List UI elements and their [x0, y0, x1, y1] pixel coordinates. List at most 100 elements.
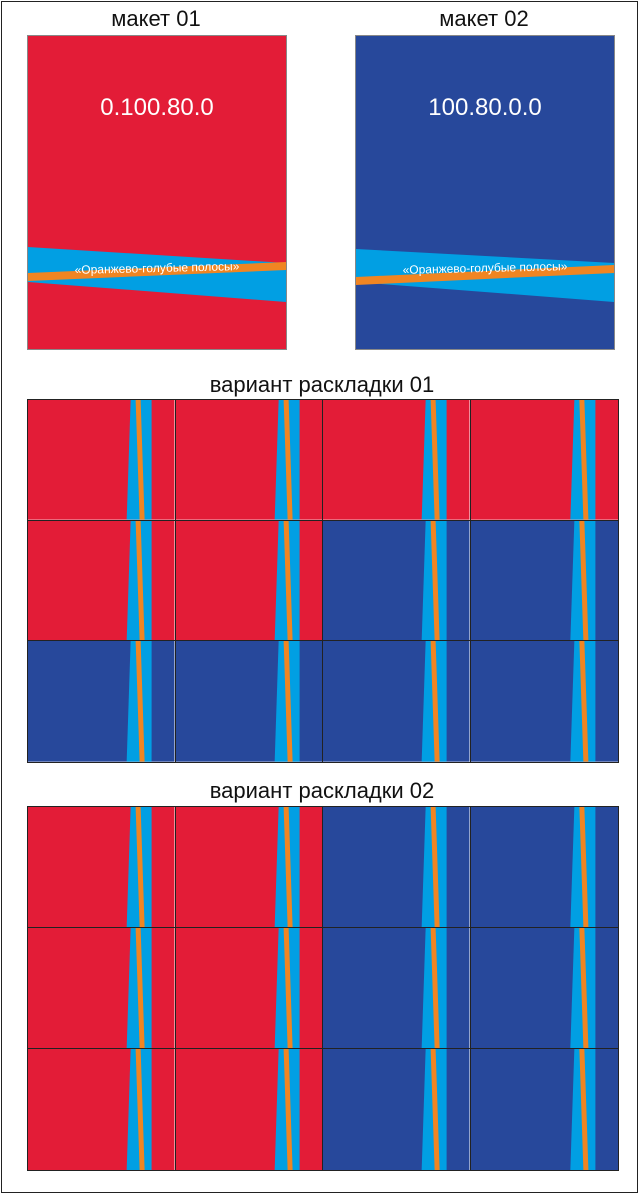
tile-artwork: [175, 1049, 322, 1170]
layout-1-tile-r3-c3: [323, 641, 471, 762]
tile-orange-stripe: [135, 641, 145, 762]
tile-orange-stripe: [283, 400, 293, 520]
tile-artwork: [323, 1049, 470, 1170]
tile-orange-stripe: [283, 520, 293, 641]
tile-background: [28, 520, 175, 641]
layout-1-tile-r2-c4: [470, 520, 618, 642]
layout-2-tile-r3-c4: [470, 1049, 618, 1170]
tile-orange-stripe: [430, 1049, 440, 1170]
layout-2-tile-r1-c3: [323, 807, 471, 928]
layout-2-tile-r3-c1: [28, 1049, 176, 1170]
tile-orange-stripe: [283, 1049, 293, 1170]
layout-1-tile-r2-c3: [323, 520, 471, 642]
tile-orange-stripe: [430, 400, 440, 520]
tile-orange-stripe: [283, 641, 293, 762]
tile-background: [175, 520, 322, 641]
layout-1-tile-r1-c1: [28, 400, 176, 521]
tile-artwork: [323, 807, 470, 927]
tile-artwork: [323, 641, 470, 762]
layout-02-grid: [27, 806, 619, 1171]
mockup-02-background: [356, 36, 614, 349]
tile-artwork: [470, 400, 618, 520]
tile-artwork: [28, 641, 175, 762]
tile-background: [28, 928, 175, 1048]
mockup-02: 100.80.0.0 «Оранжево-голубые полосы»: [355, 35, 615, 350]
tile-background: [323, 520, 470, 641]
tile-background: [470, 928, 618, 1048]
layout-2-tile-r1-c1: [28, 807, 176, 928]
tile-orange-stripe: [578, 641, 588, 762]
tile-orange-stripe: [283, 807, 293, 927]
tile-orange-stripe: [578, 400, 588, 520]
layout-1-tile-r3-c1: [28, 641, 176, 762]
tile-background: [175, 1049, 322, 1170]
layout-2-tile-r2-c2: [175, 928, 323, 1049]
tile-orange-stripe: [578, 807, 588, 927]
tile-artwork: [28, 807, 175, 927]
layout-01-grid: [27, 399, 619, 763]
layout-2-tile-r2-c1: [28, 928, 176, 1049]
tile-artwork: [470, 520, 618, 641]
tile-background: [28, 807, 175, 927]
tile-orange-stripe: [578, 1049, 588, 1170]
tile-artwork: [28, 928, 175, 1048]
mockup-01-background: [28, 36, 286, 349]
layout-2-tile-r2-c3: [323, 928, 471, 1049]
mockup-01-title: макет 01: [111, 6, 201, 31]
layout-1-tile-r2-c2: [175, 520, 323, 642]
mockup-02-title: макет 02: [439, 6, 529, 31]
tile-artwork: [28, 400, 175, 520]
tile-background: [175, 807, 322, 927]
mockup-01-code: 0.100.80.0: [100, 94, 214, 121]
tile-orange-stripe: [430, 928, 440, 1048]
layout-01-title: вариант раскладки 01: [209, 372, 435, 397]
tile-artwork: [323, 520, 470, 641]
tile-background: [323, 1049, 470, 1170]
layout-02-title: вариант раскладки 02: [209, 778, 435, 803]
layout-1-tile-r2-c1: [28, 520, 176, 642]
layout-2-tile-r1-c4: [470, 807, 618, 928]
tile-artwork: [470, 1049, 618, 1170]
layout-2-tile-r1-c2: [175, 807, 323, 928]
mockup-01: 0.100.80.0 «Оранжево-голубые полосы»: [27, 35, 287, 350]
layout-1-tile-r1-c2: [175, 400, 323, 521]
tile-background: [28, 400, 175, 520]
tile-orange-stripe: [135, 807, 145, 927]
tile-artwork: [470, 807, 618, 927]
tile-orange-stripe: [135, 1049, 145, 1170]
tile-artwork: [28, 520, 175, 641]
tile-background: [323, 641, 470, 762]
layout-1-tile-r1-c3: [323, 400, 471, 521]
tile-background: [470, 400, 618, 520]
tile-background: [470, 807, 618, 927]
tile-background: [470, 641, 618, 762]
tile-orange-stripe: [430, 641, 440, 762]
tile-artwork: [470, 641, 618, 762]
tile-orange-stripe: [135, 928, 145, 1048]
tile-orange-stripe: [578, 520, 588, 641]
tile-artwork: [175, 400, 322, 520]
tile-orange-stripe: [430, 520, 440, 641]
mockup-02-code: 100.80.0.0: [428, 94, 542, 121]
tile-artwork: [175, 928, 322, 1048]
layout-2-tile-r3-c2: [175, 1049, 323, 1170]
tile-background: [323, 928, 470, 1048]
tile-background: [470, 520, 618, 641]
layout-1-tile-r3-c4: [470, 641, 618, 762]
tile-background: [323, 807, 470, 927]
layout-1-tile-r1-c4: [470, 400, 618, 521]
mockup-01-orange-stripe: [28, 262, 286, 281]
tile-orange-stripe: [578, 928, 588, 1048]
tile-orange-stripe: [283, 928, 293, 1048]
layout-2-tile-r2-c4: [470, 928, 618, 1049]
tile-artwork: [28, 1049, 175, 1170]
tile-artwork: [470, 928, 618, 1048]
tile-background: [323, 400, 470, 520]
tile-background: [175, 400, 322, 520]
mockup-01-artwork: [28, 36, 286, 349]
tile-background: [28, 1049, 175, 1170]
tile-orange-stripe: [430, 807, 440, 927]
tile-orange-stripe: [135, 520, 145, 641]
mockup-02-orange-stripe: [356, 265, 614, 285]
tile-background: [28, 641, 175, 762]
